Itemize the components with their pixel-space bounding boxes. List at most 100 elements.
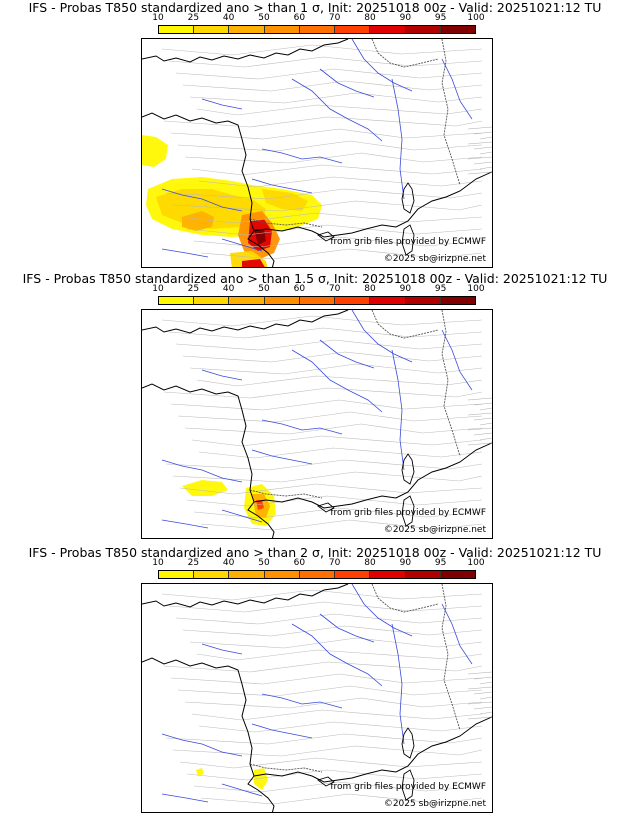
admin-boundary <box>200 248 483 260</box>
admin-boundary <box>170 128 483 140</box>
relief-line <box>467 686 492 690</box>
admin-boundary <box>191 709 483 721</box>
river <box>261 148 343 164</box>
coastline <box>253 171 492 238</box>
colorbar-segment <box>370 297 406 304</box>
country-border <box>371 39 439 68</box>
colorbar-tick-label: 80 <box>364 558 376 568</box>
admin-boundary <box>182 80 483 92</box>
country-border <box>249 489 323 499</box>
admin-boundary <box>177 140 483 152</box>
source-credit: from grib files provided by ECMWF <box>330 508 486 518</box>
probability-area <box>242 259 265 267</box>
colorbar-tick-label: 70 <box>328 284 341 294</box>
river <box>261 419 343 435</box>
relief-line <box>467 171 492 175</box>
colorbar-tick-label: 100 <box>467 284 485 294</box>
admin-boundary <box>186 224 483 236</box>
admin-boundary <box>161 589 483 601</box>
admin-boundary <box>191 164 483 176</box>
relief-line <box>467 442 492 446</box>
admin-boundary <box>163 661 483 673</box>
copyright-credit: ©2025 sb@irizpne.net <box>383 525 486 535</box>
relief-line <box>467 126 492 130</box>
admin-boundary <box>196 649 483 661</box>
source-credit: from grib files provided by ECMWF <box>330 237 486 247</box>
island-outline <box>401 769 415 801</box>
relief-line <box>467 427 492 431</box>
island-outline <box>401 727 415 759</box>
admin-boundary <box>182 625 483 637</box>
admin-boundary <box>165 188 483 200</box>
probability-area <box>254 768 268 790</box>
colorbar-tick-label: 10 <box>152 13 164 23</box>
colorbar-tick-label: 40 <box>222 13 235 23</box>
river <box>319 339 375 369</box>
colorbar-tick-label: 40 <box>222 284 235 294</box>
river <box>319 68 375 98</box>
country-border <box>441 39 461 186</box>
admin-boundary <box>186 495 483 507</box>
coastline <box>247 501 275 538</box>
colorbar-segment <box>335 26 371 33</box>
colorbar-tick-label: 40 <box>222 558 235 568</box>
colorbar-segment <box>229 571 265 578</box>
admin-boundary <box>163 387 483 399</box>
admin-boundary <box>189 637 483 649</box>
admin-boundary <box>168 56 483 68</box>
probability-area <box>196 768 204 776</box>
river <box>351 39 413 92</box>
island-outline <box>401 224 415 256</box>
map-frame: from grib files provided by ECMWF ©2025 … <box>141 583 493 813</box>
colorbar-segment <box>194 26 230 33</box>
admin-boundary <box>168 327 483 339</box>
colorbar-tick-label: 25 <box>187 284 200 294</box>
colorbar <box>158 25 476 34</box>
admin-boundary <box>177 411 483 423</box>
colorbar-ticks: 10 25 40 50 60 70 80 90 95 100 <box>152 13 484 25</box>
river <box>319 613 375 643</box>
country-border <box>371 310 439 339</box>
colorbar-tick-label: 60 <box>293 13 306 23</box>
admin-boundary <box>198 447 483 459</box>
admin-boundary <box>196 375 483 387</box>
country-border <box>249 218 323 228</box>
admin-boundary <box>168 601 483 613</box>
relief-line <box>473 691 492 695</box>
map-frame: from grib files provided by ECMWF ©2025 … <box>141 309 493 539</box>
relief-line <box>473 131 492 135</box>
admin-boundary <box>189 363 483 375</box>
colorbar-segment <box>299 571 336 578</box>
probability-area <box>142 135 168 167</box>
colorbar-segment <box>264 26 300 33</box>
source-credit: from grib files provided by ECMWF <box>330 782 486 792</box>
admin-boundary <box>193 236 483 248</box>
colorbar-tick-label: 50 <box>258 558 270 568</box>
river <box>161 733 243 757</box>
relief-line <box>479 166 492 170</box>
coastline <box>142 584 349 777</box>
colorbar-tick-label: 10 <box>152 558 164 568</box>
colorbar-tick-label: 100 <box>467 13 485 23</box>
admin-boundary <box>175 613 483 625</box>
relief-line <box>467 141 492 145</box>
island-outline <box>317 502 335 513</box>
colorbar-tick-label: 90 <box>399 284 412 294</box>
colorbar-segment <box>159 297 195 304</box>
probability-map <box>142 39 492 267</box>
coastline <box>142 39 349 232</box>
colorbar-tick-label: 50 <box>258 13 270 23</box>
colorbar-tick-label: 10 <box>152 284 164 294</box>
colorbar-segment <box>440 26 475 33</box>
colorbar-tick-label: 95 <box>434 13 447 23</box>
river <box>221 783 263 797</box>
relief-line <box>473 161 492 165</box>
coastline <box>142 310 349 503</box>
admin-boundary <box>175 68 483 80</box>
probability-area <box>256 500 264 510</box>
colorbar-tick-label: 100 <box>467 558 485 568</box>
admin-boundary <box>184 697 483 709</box>
admin-boundary <box>184 423 483 435</box>
admin-boundary <box>179 757 483 769</box>
relief-line <box>473 432 492 436</box>
